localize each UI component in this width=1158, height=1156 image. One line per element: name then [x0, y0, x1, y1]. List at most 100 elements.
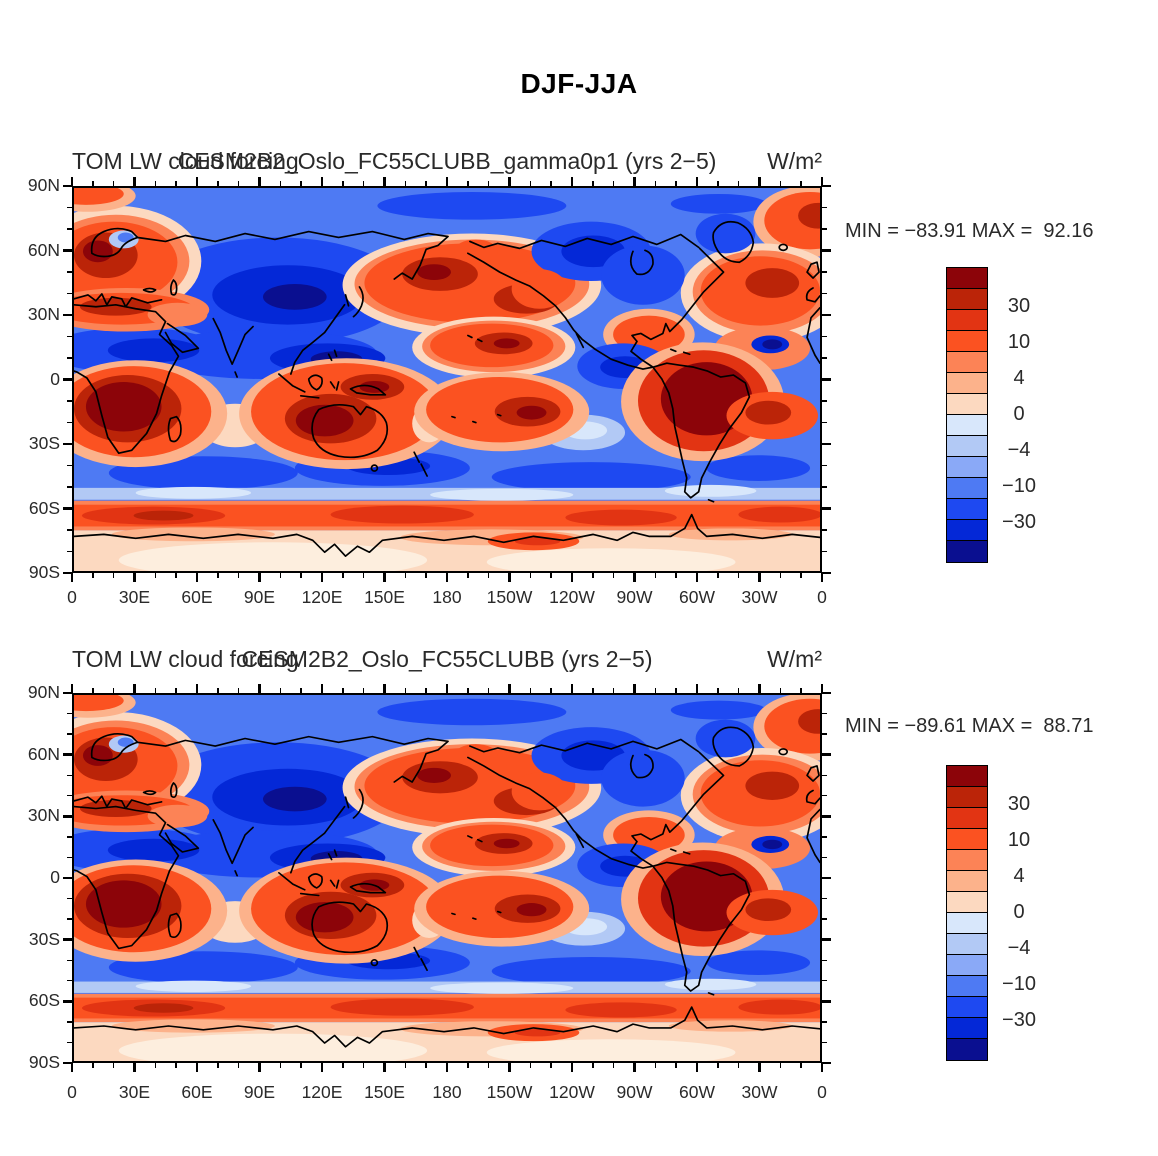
colorbar-box	[946, 891, 988, 914]
lon-tick-label: 30W	[741, 587, 778, 607]
colorbar-box	[946, 933, 988, 956]
panel-title-units: W/m²	[767, 148, 822, 174]
lat-tick-right-minor	[822, 400, 827, 402]
colorbar-box	[946, 954, 988, 977]
lon-tick-bottom-minor	[612, 573, 615, 578]
lat-tick-label: 90S	[28, 562, 60, 582]
lon-tick-bottom-minor	[237, 573, 240, 578]
colorbar-box	[946, 807, 988, 830]
map-frame	[72, 186, 822, 573]
lon-tick-top-minor	[175, 181, 177, 186]
colorbar-box	[946, 498, 988, 521]
lat-tick-left-minor	[67, 228, 72, 230]
lon-tick-top-major	[570, 684, 574, 693]
lat-tick-right-major	[822, 1061, 831, 1065]
lon-tick-top-major	[258, 177, 261, 186]
lon-tick-bottom-minor	[112, 1063, 115, 1068]
lon-tick-bottom-minor	[800, 573, 802, 578]
lon-tick-top-minor	[279, 688, 282, 693]
lat-tick-left-major	[63, 184, 72, 188]
colorbar-box	[946, 870, 988, 893]
lon-tick-top-minor	[487, 688, 490, 693]
lon-tick-bottom-minor	[467, 573, 469, 578]
lon-tick-top-major	[820, 684, 824, 693]
lon-tick-bottom-major	[445, 573, 449, 582]
lat-tick-label: 90N	[27, 175, 60, 195]
lon-tick-bottom-minor	[279, 1063, 282, 1068]
lat-tick-left-minor	[67, 856, 72, 859]
lon-tick-top-minor	[487, 181, 490, 186]
lon-tick-top-major	[695, 177, 699, 186]
lon-tick-bottom-major	[570, 573, 574, 582]
lon-tick-top-minor	[300, 181, 302, 186]
lat-tick-left-minor	[67, 400, 72, 402]
lat-tick-label: 60S	[28, 990, 60, 1011]
lon-tick-top-major	[383, 177, 386, 186]
colorbar-tick-label: 10	[1007, 331, 1031, 353]
lon-tick-bottom-minor	[342, 573, 344, 578]
lon-tick-bottom-major	[633, 1063, 636, 1072]
lat-tick-right-major	[822, 1000, 831, 1003]
lon-tick-top-minor	[654, 688, 657, 693]
lon-tick-top-minor	[300, 688, 302, 693]
lat-tick-right-minor	[822, 335, 827, 338]
colorbar	[946, 267, 988, 563]
lon-tick-top-minor	[237, 181, 240, 186]
lon-tick-label: 180	[432, 587, 462, 607]
lat-tick-right-major	[822, 249, 831, 252]
lat-tick-left-minor	[67, 774, 72, 776]
panel-title-center: CESM2B2_Oslo_FC55CLUBB (yrs 2−5)	[241, 646, 653, 672]
colorbar-box	[946, 288, 988, 311]
lat-tick-left-minor	[67, 464, 72, 467]
lon-tick-top-minor	[404, 688, 407, 693]
lon-tick-bottom-major	[695, 573, 699, 582]
lat-tick-left-minor	[67, 529, 72, 531]
lon-tick-top-major	[133, 177, 136, 186]
colorbar-box	[946, 393, 988, 416]
lon-tick-bottom-minor	[717, 1063, 719, 1068]
lat-tick-right-minor	[822, 712, 827, 715]
lon-tick-top-minor	[217, 181, 219, 186]
lat-tick-left-minor	[67, 1041, 72, 1044]
lon-tick-label: 60E	[181, 587, 213, 607]
lat-tick-label: 90N	[27, 682, 60, 702]
lon-tick-top-minor	[675, 688, 677, 693]
lon-tick-bottom-minor	[175, 573, 177, 578]
lon-tick-top-minor	[425, 181, 427, 186]
lon-tick-label: 120W	[549, 1082, 595, 1102]
lon-tick-top-minor	[175, 688, 177, 693]
colorbar-tick-label: −10	[1002, 475, 1036, 497]
colorbar-box	[946, 975, 988, 998]
lon-tick-bottom-minor	[362, 573, 365, 578]
lat-tick-right-major	[822, 876, 831, 880]
lat-tick-left-minor	[67, 733, 72, 735]
lon-tick-bottom-minor	[362, 1063, 365, 1068]
lon-tick-bottom-minor	[237, 1063, 240, 1068]
lon-tick-top-minor	[112, 688, 115, 693]
lon-tick-label: 30E	[118, 587, 151, 607]
panel-title-center: CESM2B2_Oslo_FC55CLUBB_gamma0p1 (yrs 2−5…	[177, 148, 717, 174]
lon-tick-bottom-minor	[92, 573, 94, 578]
lat-tick-right-minor	[822, 529, 827, 531]
lon-tick-bottom-minor	[550, 573, 552, 578]
lat-tick-right-minor	[822, 795, 827, 797]
lon-tick-top-major	[695, 684, 699, 693]
lon-tick-top-minor	[217, 688, 219, 693]
lon-tick-bottom-major	[195, 1063, 199, 1072]
colorbar-box	[946, 267, 988, 290]
lat-tick-right-minor	[822, 918, 827, 920]
lon-tick-top-major	[320, 684, 324, 693]
colorbar-box	[946, 414, 988, 437]
colorbar-box	[946, 786, 988, 809]
lon-tick-top-minor	[737, 181, 740, 186]
lat-tick-left-minor	[67, 836, 72, 838]
lat-tick-left-major	[63, 815, 72, 818]
colorbar-box	[946, 1038, 988, 1061]
lat-tick-right-minor	[822, 550, 827, 553]
lat-tick-right-minor	[822, 959, 827, 961]
lat-tick-right-major	[822, 571, 831, 575]
lon-tick-bottom-minor	[800, 1063, 802, 1068]
lat-tick-right-minor	[822, 357, 827, 359]
coastlines	[74, 726, 820, 1048]
lon-tick-top-minor	[362, 181, 365, 186]
